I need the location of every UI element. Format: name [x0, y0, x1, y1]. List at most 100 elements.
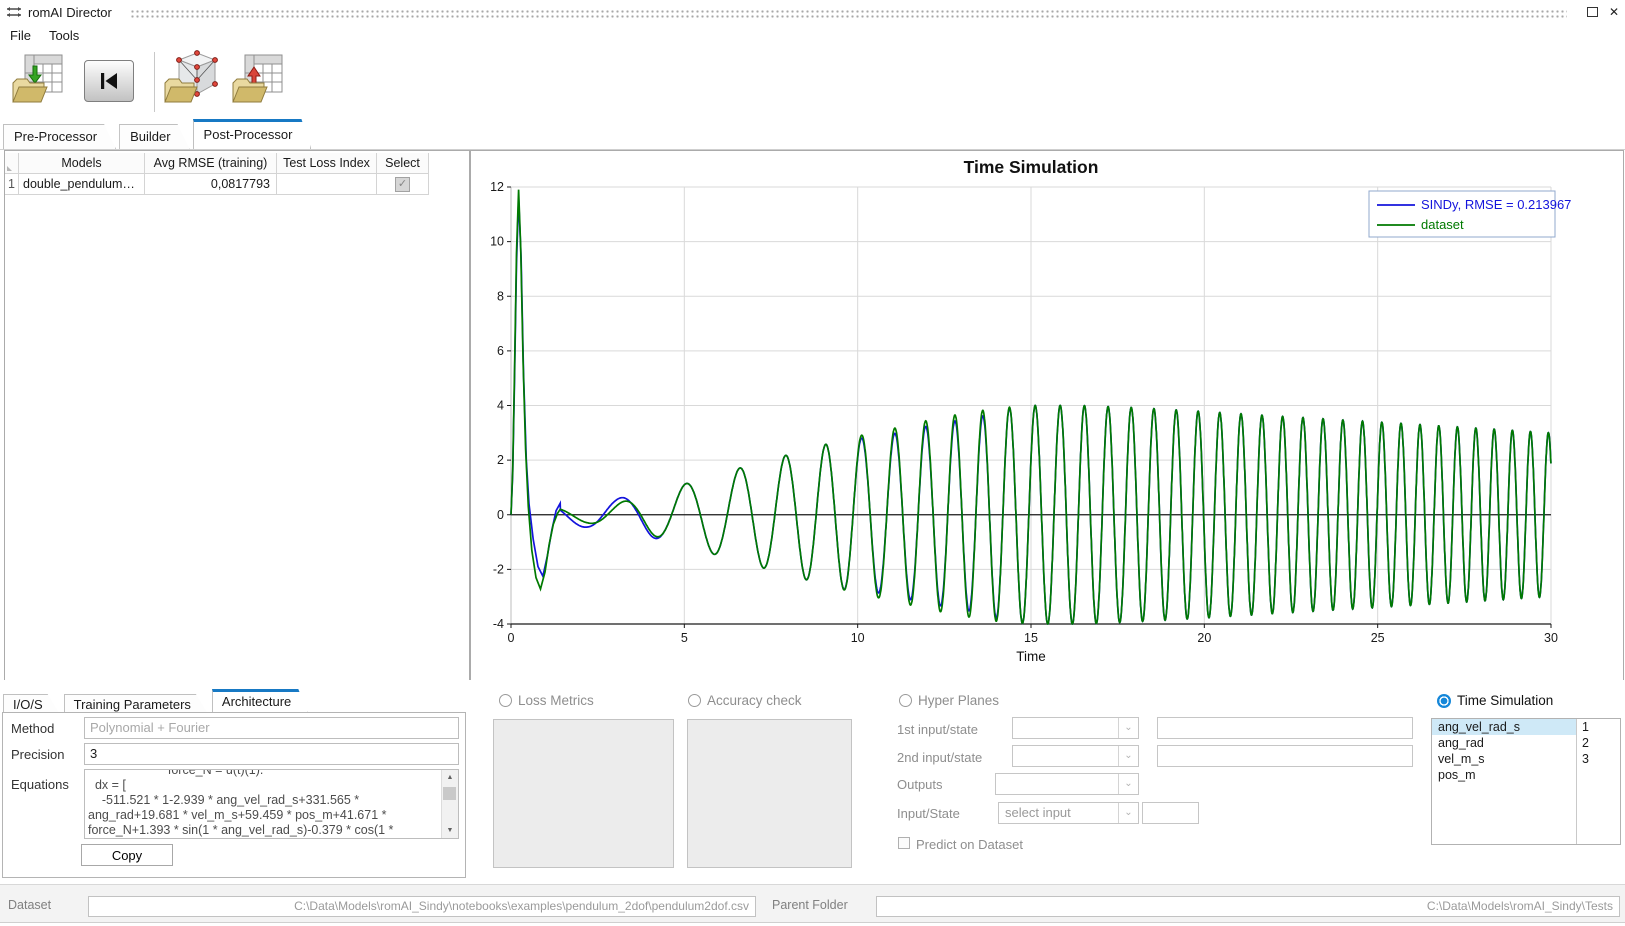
architecture-group: Method Polynomial + Fourier Precision 3 …: [2, 712, 466, 878]
list-item[interactable]: vel_m_s: [1438, 752, 1485, 766]
first-input-state-field[interactable]: [1157, 717, 1413, 739]
maximize-icon: [1586, 7, 1598, 17]
skip-to-start-icon: [101, 73, 117, 89]
svg-text:dataset: dataset: [1421, 217, 1464, 232]
time-simulation-radio[interactable]: [1437, 694, 1451, 708]
export-table-button[interactable]: [232, 54, 284, 109]
toolbar-separator: [154, 52, 155, 112]
load-model-icon: [164, 50, 218, 103]
accuracy-check-radio[interactable]: [688, 694, 701, 707]
main-tab-bar: Pre-Processor Builder Post-Processor: [3, 120, 314, 149]
svg-text:-4: -4: [493, 617, 504, 631]
scrollbar-thumb[interactable]: [443, 787, 456, 800]
equations-textarea[interactable]: force_N = u(t)(1). dx = [ -511.521 * 1-2…: [84, 769, 459, 839]
close-button[interactable]: ✕: [1603, 2, 1625, 22]
models-panel: Models Avg RMSE (training) Test Loss Ind…: [4, 150, 470, 681]
first-input-state-label: 1st input/state: [897, 722, 978, 737]
dataset-path-field[interactable]: C:\Data\Models\romAI_Sindy\notebooks\exa…: [88, 896, 756, 917]
precision-field[interactable]: 3: [84, 743, 459, 765]
second-input-state-label: 2nd input/state: [897, 750, 983, 765]
test-loss-cell: [277, 174, 377, 195]
svg-text:Time: Time: [1016, 649, 1046, 664]
svg-text:20: 20: [1197, 631, 1211, 645]
signal-index: 1: [1582, 720, 1589, 734]
predict-on-dataset-checkbox[interactable]: [898, 837, 910, 849]
select-checkbox[interactable]: ✓: [395, 176, 410, 192]
method-field[interactable]: Polynomial + Fourier: [84, 717, 459, 739]
chevron-down-icon: ⌄: [1118, 746, 1138, 766]
accuracy-check-label: Accuracy check: [707, 693, 802, 708]
tab-training-parameters[interactable]: Training Parameters: [64, 694, 208, 714]
scroll-up-icon[interactable]: ▲: [442, 770, 458, 785]
sort-indicator-icon: [7, 166, 12, 171]
models-table-header: Models Avg RMSE (training) Test Loss Ind…: [5, 153, 429, 174]
tab-ios[interactable]: I/O/S: [3, 694, 60, 714]
tab-architecture[interactable]: Architecture: [212, 689, 308, 714]
svg-text:0: 0: [508, 631, 515, 645]
input-state-combo[interactable]: select input ⌄: [998, 802, 1139, 824]
col-models[interactable]: Models: [19, 153, 145, 174]
import-dataset-icon: [12, 54, 63, 103]
svg-text:4: 4: [497, 399, 504, 413]
svg-text:Time Simulation: Time Simulation: [964, 157, 1099, 177]
menu-bar: File Tools: [0, 24, 1625, 46]
title-bar: romAI Director ✕: [0, 0, 1625, 24]
copy-button[interactable]: Copy: [81, 844, 173, 866]
outputs-combo[interactable]: ⌄: [995, 773, 1139, 795]
loss-metrics-radio[interactable]: [499, 694, 512, 707]
svg-text:SINDy, RMSE = 0.213967: SINDy, RMSE = 0.213967: [1421, 197, 1571, 212]
svg-text:15: 15: [1024, 631, 1038, 645]
chart-panel: 0 5 10 15 20 25 30 -4 -2 0 2 4 6 8 10 12 Time Simulation…: [470, 150, 1624, 681]
drag-handle-dots: [129, 8, 1567, 18]
toolbar: [0, 46, 1625, 120]
menu-tools[interactable]: Tools: [48, 27, 80, 43]
list-item[interactable]: ang_vel_rad_s: [1432, 719, 1576, 735]
reset-button[interactable]: [84, 60, 134, 102]
window-title: romAI Director: [28, 4, 112, 20]
outputs-label: Outputs: [897, 777, 943, 792]
second-input-state-field[interactable]: [1157, 745, 1413, 767]
hyper-planes-radio[interactable]: [899, 694, 912, 707]
col-avg-rmse[interactable]: Avg RMSE (training): [145, 153, 277, 174]
signal-index: 3: [1582, 752, 1589, 766]
input-state-label: Input/State: [897, 806, 960, 821]
export-table-icon: [232, 54, 283, 103]
analysis-tab-bar: I/O/S Training Parameters Architecture: [3, 690, 312, 714]
tab-post-processor[interactable]: Post-Processor: [193, 119, 312, 149]
close-icon: ✕: [1608, 5, 1620, 19]
table-row[interactable]: 1 double_pendulum… 0,0817793 ✓: [5, 174, 429, 195]
signal-name-column: ang_vel_rad_s ang_rad vel_m_s pos_m: [1432, 719, 1576, 783]
model-name-cell[interactable]: double_pendulum…: [19, 174, 145, 195]
second-input-state-combo[interactable]: ⌄: [1012, 745, 1139, 767]
avg-rmse-cell: 0,0817793: [145, 174, 277, 195]
svg-text:10: 10: [490, 235, 504, 249]
loss-metrics-label: Loss Metrics: [518, 693, 594, 708]
maximize-button[interactable]: [1581, 2, 1603, 22]
col-test-loss-index[interactable]: Test Loss Index: [277, 153, 377, 174]
first-input-state-combo[interactable]: ⌄: [1012, 717, 1139, 739]
scroll-down-icon[interactable]: ▼: [442, 823, 458, 838]
predict-on-dataset-label: Predict on Dataset: [916, 837, 1023, 852]
load-model-button[interactable]: [164, 50, 218, 109]
list-item[interactable]: ang_rad: [1438, 736, 1484, 750]
dataset-label: Dataset: [8, 898, 52, 912]
main-area: Models Avg RMSE (training) Test Loss Ind…: [0, 149, 1625, 681]
col-select[interactable]: Select: [377, 153, 429, 174]
accuracy-check-panel: [687, 719, 852, 868]
input-state-value-field[interactable]: [1142, 802, 1199, 824]
menu-file[interactable]: File: [10, 27, 31, 43]
svg-text:5: 5: [681, 631, 688, 645]
svg-text:12: 12: [490, 180, 504, 194]
input-state-combo-value: select input: [1005, 805, 1071, 820]
row-number-header[interactable]: [5, 153, 19, 174]
equations-scrollbar[interactable]: ▲ ▼: [441, 770, 458, 838]
svg-text:-2: -2: [493, 562, 504, 576]
tab-pre-processor[interactable]: Pre-Processor: [3, 124, 116, 149]
status-bar: Dataset C:\Data\Models\romAI_Sindy\noteb…: [0, 884, 1625, 923]
chevron-down-icon: ⌄: [1118, 718, 1138, 738]
loss-metrics-panel: [493, 719, 674, 868]
parent-folder-path-field[interactable]: C:\Data\Models\romAI_Sindy\Tests: [876, 896, 1620, 917]
tab-builder[interactable]: Builder: [119, 124, 189, 149]
list-item[interactable]: pos_m: [1438, 768, 1476, 782]
import-dataset-button[interactable]: [12, 54, 64, 109]
